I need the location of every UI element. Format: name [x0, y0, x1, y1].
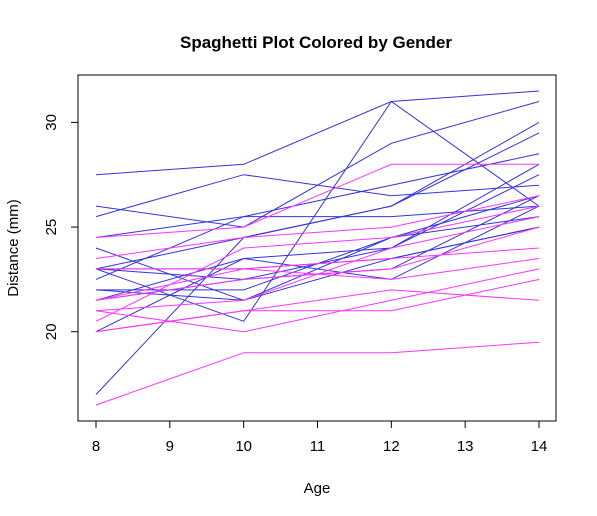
- series-line-female-23: [95, 226, 540, 301]
- chart-title: Spaghetti Plot Colored by Gender: [180, 33, 452, 52]
- series-group: [95, 90, 540, 406]
- x-tick-label: 8: [92, 438, 100, 455]
- y-axis-label: Distance (mm): [5, 199, 22, 297]
- series-line-female-24: [96, 247, 540, 270]
- x-tick-label: 9: [166, 438, 174, 455]
- x-tick-label: 13: [457, 438, 474, 455]
- x-tick-label: 14: [531, 438, 548, 455]
- y-tick-label: 20: [43, 323, 60, 340]
- series-line-male-8: [95, 216, 540, 301]
- series-line-female-25: [95, 289, 540, 333]
- series-line-male-11: [96, 226, 540, 270]
- series-line-male-4: [95, 174, 540, 218]
- x-axis-label: Age: [304, 480, 331, 497]
- y-tick-label: 30: [43, 114, 60, 131]
- x-tick-label: 12: [383, 438, 400, 455]
- y-axis: 20 25 30: [43, 114, 79, 340]
- y-tick-label: 25: [43, 219, 60, 236]
- series-line-female-26: [95, 341, 540, 406]
- series-line-female-20: [95, 195, 540, 259]
- plot-frame: [77, 74, 557, 422]
- x-tick-label: 11: [310, 438, 326, 455]
- series-line-male-10: [95, 90, 540, 176]
- x-tick-label: 10: [235, 438, 252, 455]
- series-line-male-16: [95, 226, 540, 301]
- series-line-female-27: [95, 163, 539, 238]
- series-line-male-12: [95, 163, 540, 301]
- x-axis: 8 9 10 11 12 13 14: [92, 420, 548, 455]
